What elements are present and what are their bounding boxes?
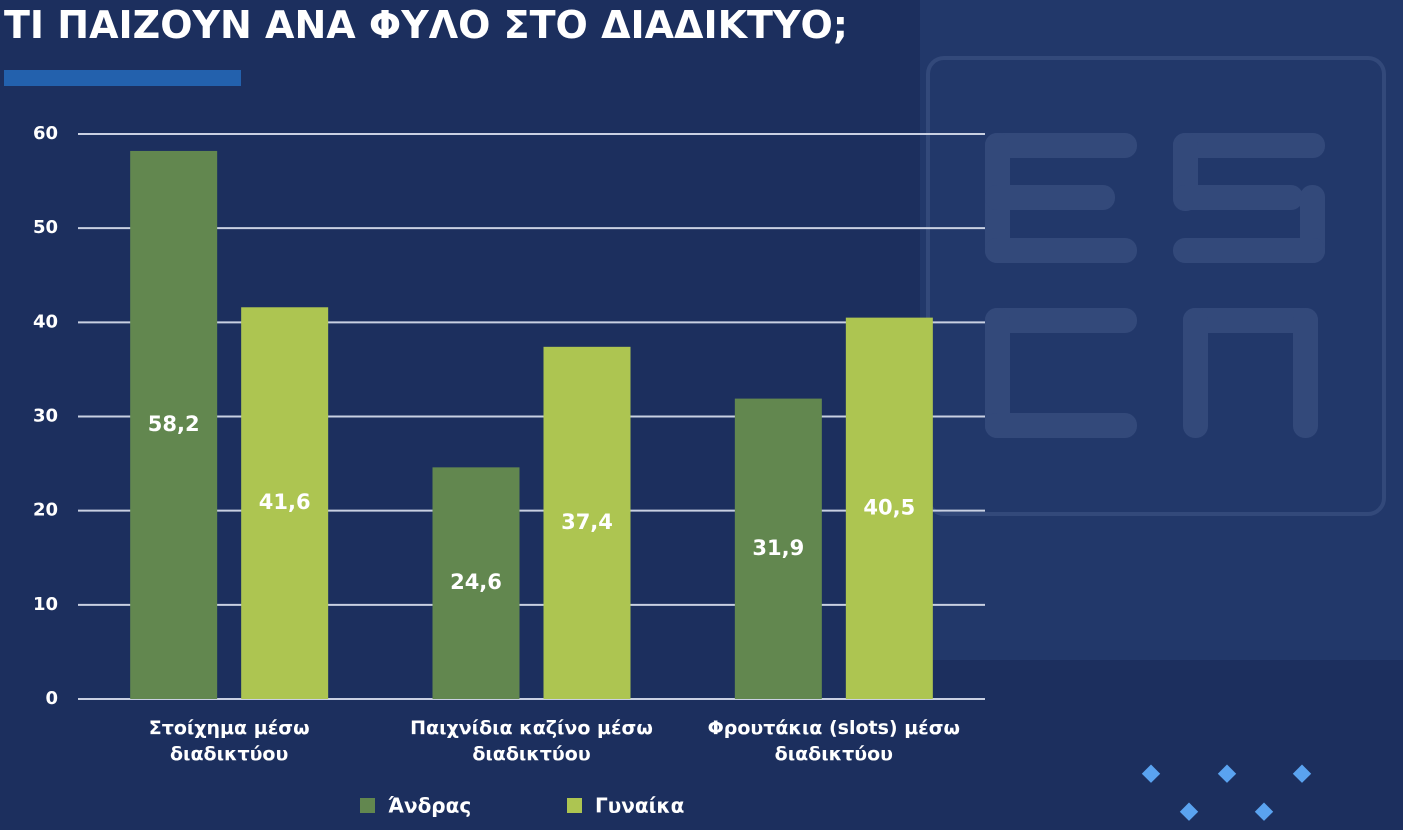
x-tick-label-line: διαδικτύου: [170, 743, 288, 765]
x-tick-label-line: Παιχνίδια καζίνο μέσω: [410, 717, 653, 739]
y-tick-label: 0: [45, 688, 58, 709]
y-tick-label: 50: [33, 217, 58, 238]
legend-label: Γυναίκα: [595, 794, 684, 818]
value-label: 31,9: [752, 536, 804, 560]
bar: [241, 307, 329, 699]
title-underline: [4, 70, 241, 86]
y-tick-label: 30: [33, 406, 58, 427]
decor-diamonds: [1141, 764, 1312, 821]
bar: [432, 467, 520, 699]
value-label: 37,4: [561, 510, 613, 534]
x-tick-label-line: Στοίχημα μέσω: [149, 717, 310, 739]
value-label: 24,6: [450, 570, 502, 594]
y-tick-label: 10: [33, 594, 58, 615]
logo-watermark: [926, 56, 1386, 516]
logo-shapes: [985, 133, 1325, 438]
x-tick-label: Παιχνίδια καζίνο μέσω διαδικτύου: [410, 717, 653, 765]
x-tick-label: Στοίχημα μέσω διαδικτύου: [149, 717, 310, 765]
bar: [734, 398, 822, 699]
value-label: 58,2: [148, 412, 200, 436]
bar: [130, 150, 218, 699]
bar: [845, 317, 933, 699]
legend-swatch: [567, 798, 582, 813]
y-tick-label: 60: [33, 123, 58, 144]
bar: [543, 346, 631, 699]
legend-label: Άνδρας: [388, 794, 471, 818]
y-tick-label: 20: [33, 500, 58, 521]
chart-title: ΤΙ ΠΑΙΖΟΥΝ ΑΝΑ ΦΥΛΟ ΣΤΟ ΔΙΑΔΙΚΤΥΟ;: [4, 3, 848, 47]
x-tick-label-line: Φρουτάκια (slots) μέσω: [708, 717, 961, 739]
x-tick-label-line: διαδικτύου: [472, 743, 590, 765]
value-label: 40,5: [863, 495, 915, 519]
x-tick-label: Φρουτάκια (slots) μέσω διαδικτύου: [708, 717, 961, 765]
x-tick-label-line: διαδικτύου: [775, 743, 893, 765]
y-tick-label: 40: [33, 311, 58, 332]
value-label: 41,6: [259, 490, 311, 514]
legend-swatch: [360, 798, 375, 813]
